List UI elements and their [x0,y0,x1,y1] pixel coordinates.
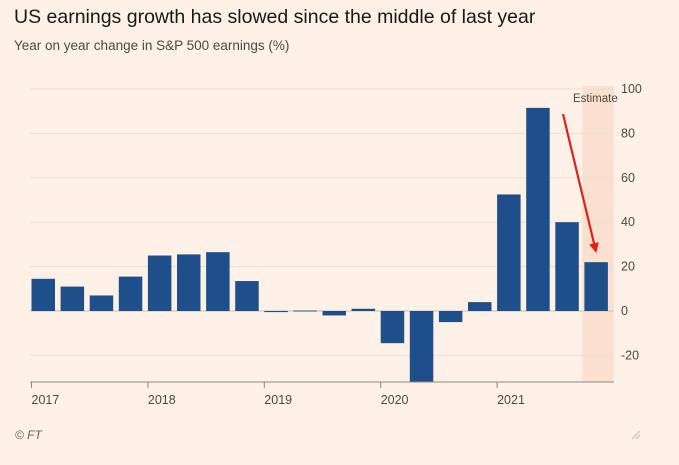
bar [584,262,608,311]
bar [293,310,317,312]
chart-subtitle: Year on year change in S&P 500 earnings … [14,38,290,53]
bar [526,107,550,312]
bar [322,311,346,316]
source-credit: © FT [15,428,42,442]
bar [118,276,143,311]
chart-title: US earnings growth has slowed since the … [14,6,536,28]
bar [438,311,463,323]
bar [264,311,288,313]
x-tick-label: 2017 [32,393,60,407]
x-tick-label: 2018 [148,393,176,407]
y-tick-label: -20 [621,348,639,362]
x-tick-label: 2019 [264,393,292,407]
bar [89,295,114,311]
resize-grip-icon[interactable] [629,428,641,440]
bar [177,254,201,311]
y-tick-label: 40 [621,215,635,229]
estimate-label: Estimate [573,93,618,105]
bar [555,222,579,311]
bar [235,281,259,311]
bar [380,311,405,344]
bar [351,308,376,311]
y-tick-label: 20 [621,260,635,274]
bar [147,255,172,311]
annotation-arrow [561,113,599,254]
x-tick-label: 2021 [497,393,525,407]
y-tick-label: 80 [621,126,635,140]
estimate-band [582,86,614,383]
x-tick-label: 2020 [381,393,409,407]
bar [468,302,492,311]
y-tick-label: 0 [621,304,628,318]
bar [206,252,230,311]
bar [409,311,434,383]
bar [497,194,521,311]
y-tick-label: 60 [621,171,635,185]
y-tick-label: 100 [621,82,642,96]
bar [31,278,55,311]
bar [60,286,85,311]
